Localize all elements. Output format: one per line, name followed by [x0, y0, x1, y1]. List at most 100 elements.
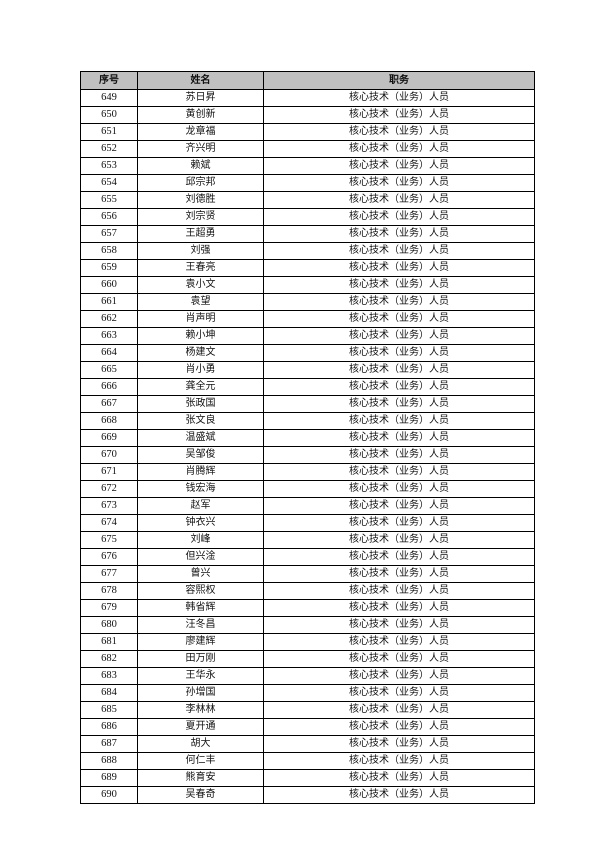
index-cell: 667 — [80, 395, 138, 413]
position-cell: 核心技术（业务）人员 — [263, 548, 535, 566]
index-cell: 662 — [80, 310, 138, 328]
table-row: 666 龚全元 核心技术（业务）人员 — [80, 378, 535, 396]
name-cell: 夏开通 — [137, 718, 264, 736]
table-row: 685 李林林 核心技术（业务）人员 — [80, 701, 535, 719]
table-row: 672 钱宏海 核心技术（业务）人员 — [80, 480, 535, 498]
name-cell: 韩省辉 — [137, 599, 264, 617]
name-cell: 胡大 — [137, 735, 264, 753]
index-cell: 655 — [80, 191, 138, 209]
name-cell: 苏日昇 — [137, 89, 264, 107]
table-row: 674 钟衣兴 核心技术（业务）人员 — [80, 514, 535, 532]
name-cell: 赵军 — [137, 497, 264, 515]
index-cell: 665 — [80, 361, 138, 379]
position-cell: 核心技术（业务）人员 — [263, 259, 535, 277]
position-cell: 核心技术（业务）人员 — [263, 718, 535, 736]
index-cell: 650 — [80, 106, 138, 124]
table-row: 680 汪冬昌 核心技术（业务）人员 — [80, 616, 535, 634]
position-cell: 核心技术（业务）人员 — [263, 735, 535, 753]
position-cell: 核心技术（业务）人员 — [263, 667, 535, 685]
position-cell: 核心技术（业务）人员 — [263, 361, 535, 379]
position-cell: 核心技术（业务）人员 — [263, 769, 535, 787]
position-cell: 核心技术（业务）人员 — [263, 123, 535, 141]
position-cell: 核心技术（业务）人员 — [263, 616, 535, 634]
name-cell: 但兴淦 — [137, 548, 264, 566]
index-cell: 653 — [80, 157, 138, 175]
name-cell: 肖腾辉 — [137, 463, 264, 481]
table-row: 652 齐兴明 核心技术（业务）人员 — [80, 140, 535, 158]
name-cell: 曾兴 — [137, 565, 264, 583]
table-row: 659 王春亮 核心技术（业务）人员 — [80, 259, 535, 277]
index-cell: 654 — [80, 174, 138, 192]
index-cell: 663 — [80, 327, 138, 345]
position-cell: 核心技术（业务）人员 — [263, 378, 535, 396]
position-cell: 核心技术（业务）人员 — [263, 157, 535, 175]
name-cell: 王春亮 — [137, 259, 264, 277]
index-cell: 681 — [80, 633, 138, 651]
name-cell: 钟衣兴 — [137, 514, 264, 532]
name-cell: 刘宗贤 — [137, 208, 264, 226]
table-row: 677 曾兴 核心技术（业务）人员 — [80, 565, 535, 583]
table-row: 668 张文良 核心技术（业务）人员 — [80, 412, 535, 430]
name-cell: 刘峰 — [137, 531, 264, 549]
table-row: 690 吴春奇 核心技术（业务）人员 — [80, 786, 535, 804]
name-cell: 赖小坤 — [137, 327, 264, 345]
personnel-table: 序号 姓名 职务 649 苏日昇 核心技术（业务）人员 650 黄创新 核心技术（业务）人… — [80, 71, 535, 804]
position-cell: 核心技术（业务）人员 — [263, 514, 535, 532]
position-cell: 核心技术（业务）人员 — [263, 327, 535, 345]
index-cell: 670 — [80, 446, 138, 464]
position-cell: 核心技术（业务）人员 — [263, 446, 535, 464]
name-cell: 吴春奇 — [137, 786, 264, 804]
position-cell: 核心技术（业务）人员 — [263, 701, 535, 719]
position-cell: 核心技术（业务）人员 — [263, 650, 535, 668]
name-cell: 袁望 — [137, 293, 264, 311]
position-cell: 核心技术（业务）人员 — [263, 684, 535, 702]
position-cell: 核心技术（业务）人员 — [263, 480, 535, 498]
position-cell: 核心技术（业务）人员 — [263, 429, 535, 447]
table-row: 655 刘德胜 核心技术（业务）人员 — [80, 191, 535, 209]
table-row: 689 熊育安 核心技术（业务）人员 — [80, 769, 535, 787]
table-row: 653 赖斌 核心技术（业务）人员 — [80, 157, 535, 175]
table-row: 683 王华永 核心技术（业务）人员 — [80, 667, 535, 685]
index-cell: 671 — [80, 463, 138, 481]
position-cell: 核心技术（业务）人员 — [263, 565, 535, 583]
index-cell: 674 — [80, 514, 138, 532]
index-cell: 688 — [80, 752, 138, 770]
name-cell: 吴邹俊 — [137, 446, 264, 464]
index-cell: 658 — [80, 242, 138, 260]
name-cell: 黄创新 — [137, 106, 264, 124]
index-cell: 677 — [80, 565, 138, 583]
table-row: 651 龙章福 核心技术（业务）人员 — [80, 123, 535, 141]
name-cell: 温盛斌 — [137, 429, 264, 447]
name-cell: 汪冬昌 — [137, 616, 264, 634]
position-cell: 核心技术（业务）人员 — [263, 242, 535, 260]
index-cell: 685 — [80, 701, 138, 719]
name-cell: 孙增国 — [137, 684, 264, 702]
table-row: 660 袁小文 核心技术（业务）人员 — [80, 276, 535, 294]
table-row: 681 廖建辉 核心技术（业务）人员 — [80, 633, 535, 651]
index-cell: 652 — [80, 140, 138, 158]
index-cell: 649 — [80, 89, 138, 107]
position-cell: 核心技术（业务）人员 — [263, 208, 535, 226]
name-cell: 刘强 — [137, 242, 264, 260]
position-cell: 核心技术（业务）人员 — [263, 225, 535, 243]
table-row: 670 吴邹俊 核心技术（业务）人员 — [80, 446, 535, 464]
index-cell: 687 — [80, 735, 138, 753]
index-cell: 657 — [80, 225, 138, 243]
table-row: 673 赵军 核心技术（业务）人员 — [80, 497, 535, 515]
table-row: 650 黄创新 核心技术（业务）人员 — [80, 106, 535, 124]
name-cell: 刘德胜 — [137, 191, 264, 209]
index-cell: 661 — [80, 293, 138, 311]
table-row: 662 肖声明 核心技术（业务）人员 — [80, 310, 535, 328]
index-cell: 651 — [80, 123, 138, 141]
name-cell: 张政国 — [137, 395, 264, 413]
index-cell: 666 — [80, 378, 138, 396]
position-cell: 核心技术（业务）人员 — [263, 412, 535, 430]
table-row: 688 何仁丰 核心技术（业务）人员 — [80, 752, 535, 770]
name-cell: 王华永 — [137, 667, 264, 685]
position-cell: 核心技术（业务）人员 — [263, 786, 535, 804]
position-cell: 核心技术（业务）人员 — [263, 174, 535, 192]
position-cell: 核心技术（业务）人员 — [263, 599, 535, 617]
table-row: 658 刘强 核心技术（业务）人员 — [80, 242, 535, 260]
table-row: 682 田万刚 核心技术（业务）人员 — [80, 650, 535, 668]
name-cell: 廖建辉 — [137, 633, 264, 651]
